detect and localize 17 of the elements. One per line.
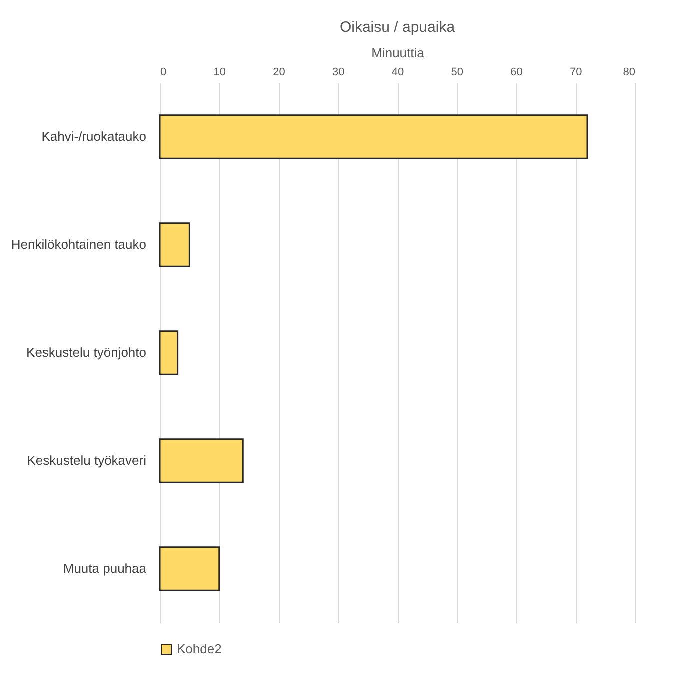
x-tick-label: 60 [510,66,523,78]
x-tick-label: 30 [332,66,345,78]
x-axis-title: Minuuttia [372,46,426,60]
y-tick-label: Kahvi-/ruokatauko [42,129,146,144]
x-tick-label: 50 [451,66,464,78]
x-tick-label: 20 [273,66,286,78]
y-tick-label: Keskustelu työkaveri [27,453,147,468]
x-tick-label: 10 [214,66,226,78]
x-tick-label: 0 [160,66,167,78]
y-tick-label: Henkilökohtainen tauko [11,237,146,252]
x-tick-label: 40 [392,66,404,78]
y-tick-label: Keskustelu työnjohto [26,345,146,360]
legend-label: Kohde2 [177,642,222,656]
x-tick-label: 80 [623,66,636,78]
chart-title: Oikaisu / apuaika [340,19,456,36]
y-tick-label: Muuta puuhaa [63,561,148,576]
x-tick-label: 70 [570,66,582,78]
